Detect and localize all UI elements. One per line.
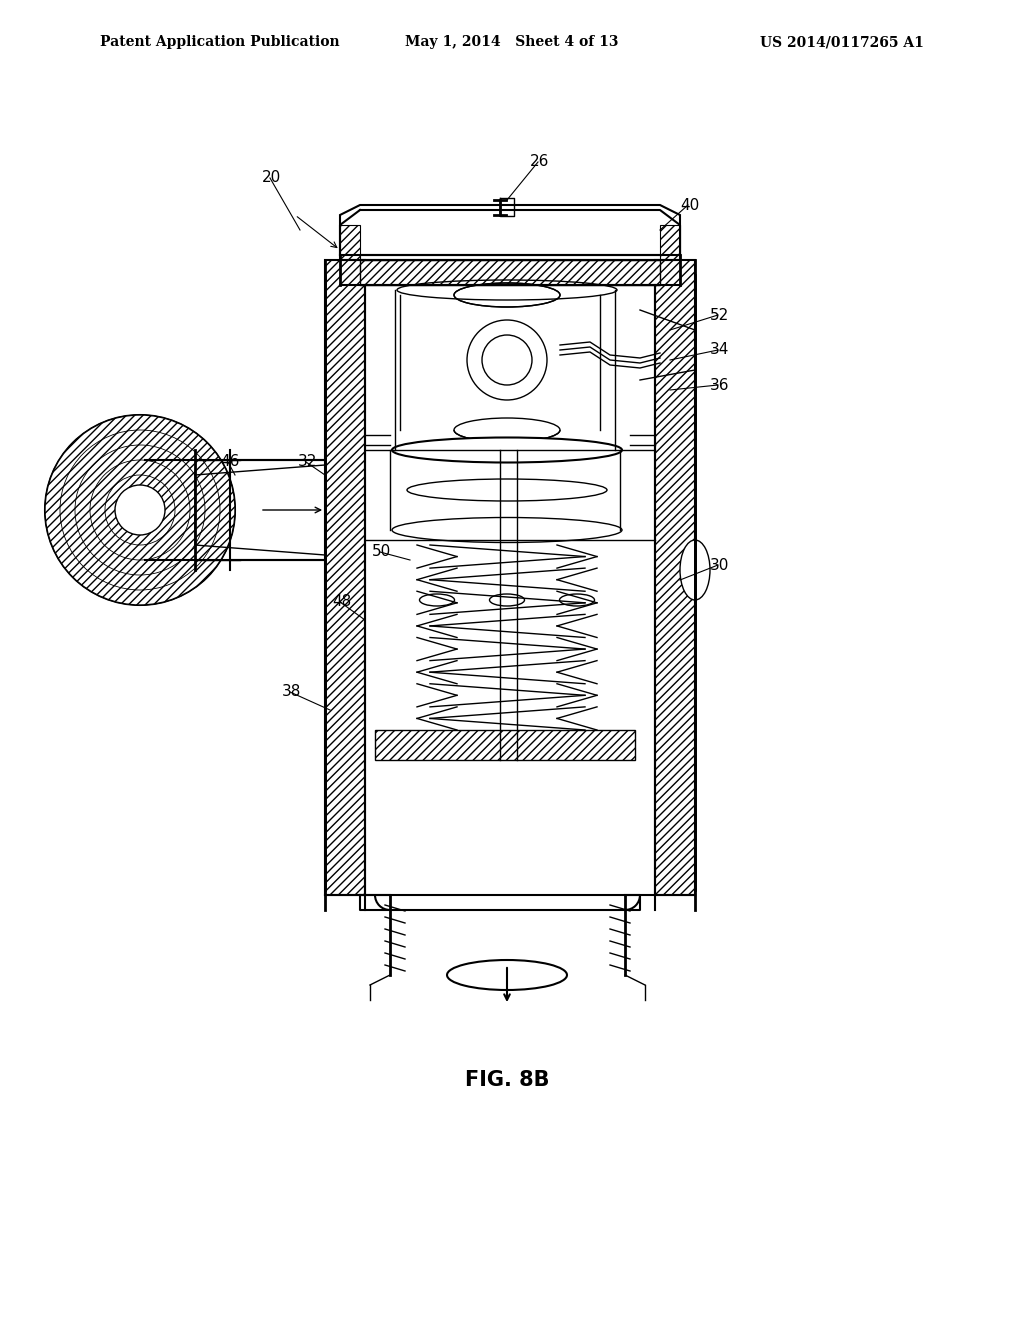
Text: 26: 26	[530, 154, 549, 169]
Polygon shape	[660, 224, 680, 260]
Text: 50: 50	[372, 544, 391, 560]
Text: 32: 32	[298, 454, 317, 470]
Text: 52: 52	[710, 308, 729, 322]
Text: 36: 36	[710, 378, 729, 392]
Text: 40: 40	[680, 198, 699, 213]
Ellipse shape	[392, 437, 622, 462]
Text: 20: 20	[262, 170, 282, 186]
Ellipse shape	[482, 335, 532, 385]
Text: May 1, 2014   Sheet 4 of 13: May 1, 2014 Sheet 4 of 13	[406, 36, 618, 49]
Ellipse shape	[489, 594, 524, 606]
Text: Patent Application Publication: Patent Application Publication	[100, 36, 340, 49]
Ellipse shape	[680, 540, 710, 601]
Text: 38: 38	[282, 685, 301, 700]
Circle shape	[45, 414, 234, 605]
Ellipse shape	[420, 594, 455, 606]
Text: 48: 48	[332, 594, 351, 610]
Ellipse shape	[392, 517, 622, 543]
Polygon shape	[655, 260, 695, 895]
Polygon shape	[325, 260, 365, 895]
Text: 34: 34	[710, 342, 729, 358]
Polygon shape	[360, 260, 660, 285]
Text: US 2014/0117265 A1: US 2014/0117265 A1	[760, 36, 924, 49]
Text: 46: 46	[220, 454, 240, 470]
Ellipse shape	[559, 594, 595, 606]
Polygon shape	[375, 730, 635, 760]
Text: 30: 30	[710, 557, 729, 573]
Polygon shape	[340, 224, 360, 260]
Text: FIG. 8B: FIG. 8B	[465, 1071, 549, 1090]
Ellipse shape	[407, 479, 607, 502]
Circle shape	[115, 484, 165, 535]
